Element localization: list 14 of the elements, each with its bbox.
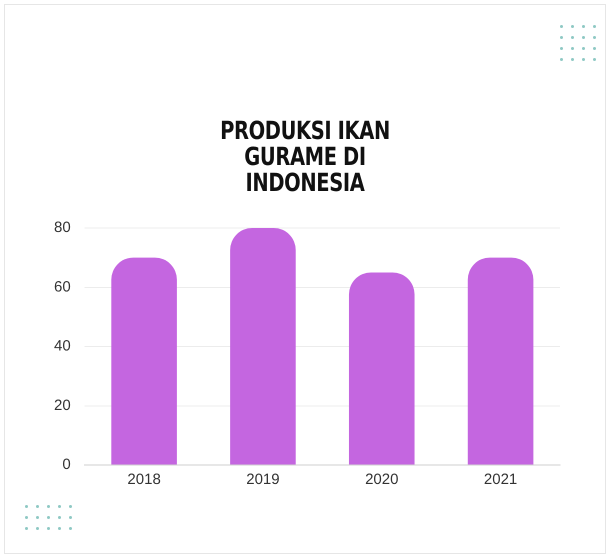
x-tick-label: 2018 <box>127 471 161 488</box>
y-tick-label: 60 <box>54 278 71 296</box>
bar <box>468 258 534 464</box>
bar <box>348 272 415 464</box>
x-tick-label: 2021 <box>484 471 518 488</box>
y-tick-label: 20 <box>54 396 71 414</box>
x-tick-label: 2020 <box>365 471 398 488</box>
y-tick-label: 80 <box>54 219 71 236</box>
x-tick-label: 2019 <box>246 471 280 488</box>
y-tick-label: 0 <box>62 456 71 474</box>
bar <box>111 258 177 464</box>
chart-title: PRODUKSI IKAN GURAME DI INDONESIA <box>219 116 391 197</box>
y-tick-label: 40 <box>54 338 71 355</box>
bar <box>230 228 296 464</box>
